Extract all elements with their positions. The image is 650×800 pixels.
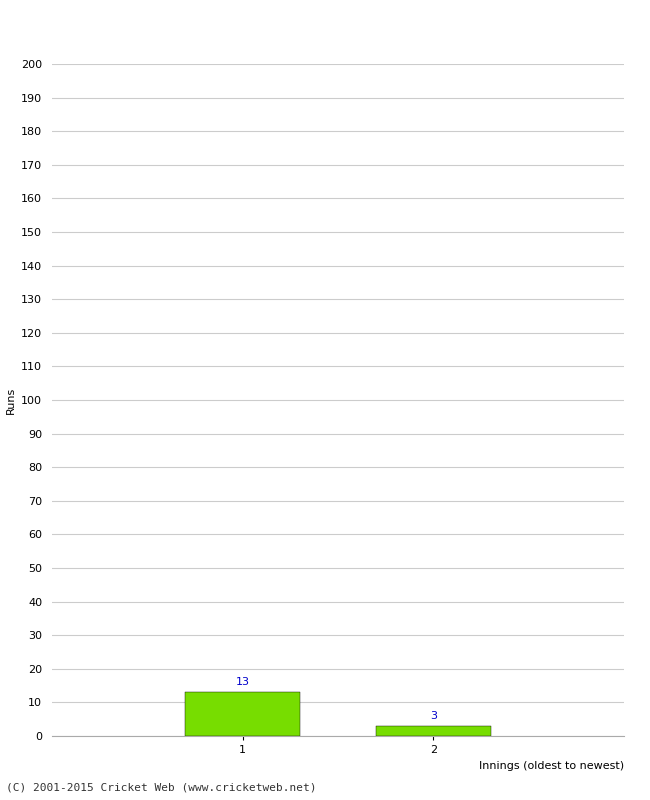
X-axis label: Innings (oldest to newest): Innings (oldest to newest)	[479, 761, 624, 770]
Text: 3: 3	[430, 711, 437, 721]
Bar	[185, 692, 300, 736]
Y-axis label: Runs: Runs	[6, 386, 16, 414]
Text: 13: 13	[236, 678, 250, 687]
Text: (C) 2001-2015 Cricket Web (www.cricketweb.net): (C) 2001-2015 Cricket Web (www.cricketwe…	[6, 782, 317, 792]
Bar	[376, 726, 491, 736]
